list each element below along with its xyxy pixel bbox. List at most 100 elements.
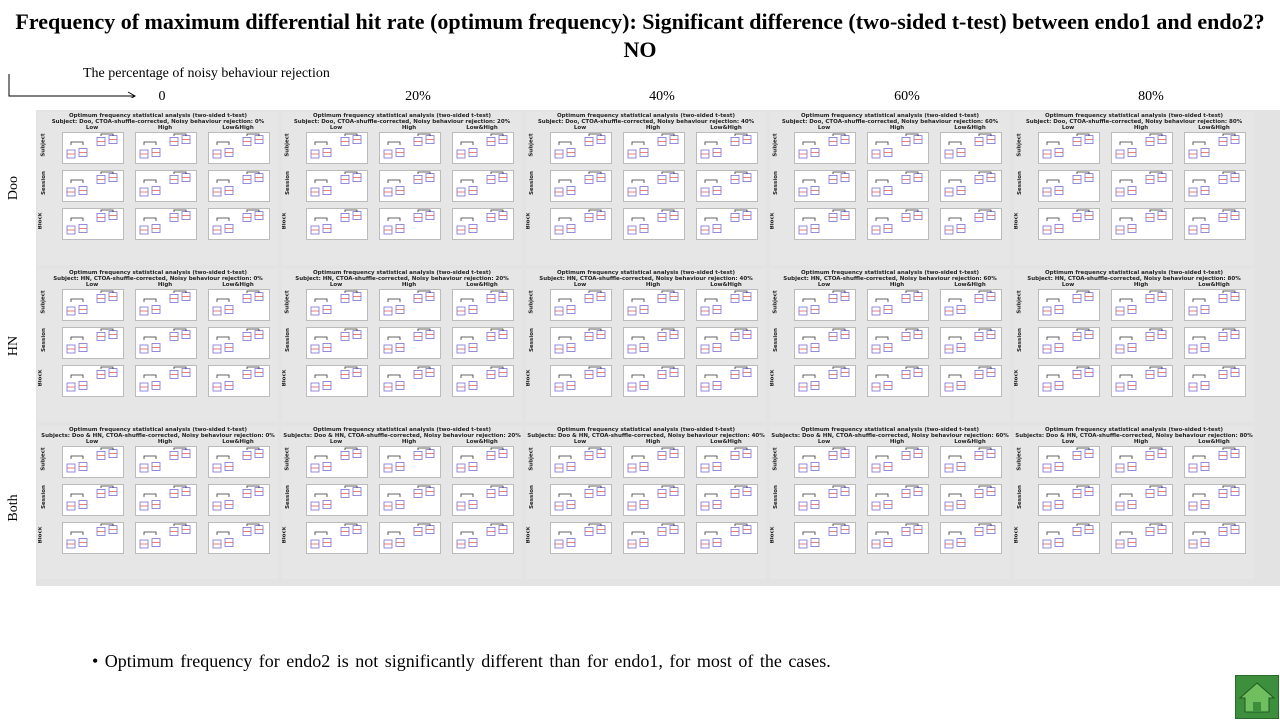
figure-panel: Optimum frequency statistical analysis (… [526, 112, 766, 265]
subplot-column-label: Low&High [1198, 282, 1230, 288]
significance-bracket [832, 447, 846, 450]
subplot [208, 289, 270, 321]
significance-bracket [246, 209, 260, 212]
significance-bracket [661, 485, 675, 488]
panel-title: Optimum frequency statistical analysis (… [68, 113, 247, 119]
significance-bracket [344, 328, 358, 331]
significance-bracket [216, 374, 230, 378]
subplot [1038, 365, 1100, 397]
subplot [1111, 170, 1173, 202]
subplot-column-label: High [1133, 439, 1149, 445]
significance-bracket [905, 171, 919, 174]
significance-bracket [143, 298, 157, 302]
subplot [1038, 446, 1100, 478]
subplot-column-label: Low [85, 282, 99, 288]
significance-bracket [70, 455, 84, 459]
figure-panel: Optimum frequency statistical analysis (… [282, 269, 522, 422]
subplot-column-label: Low [817, 282, 831, 288]
subplot [208, 132, 270, 164]
significance-bracket [875, 336, 889, 340]
panel-subtitle: Subject: Doo, CTOA-shuffle-corrected, No… [51, 119, 265, 125]
significance-bracket [734, 209, 748, 212]
significance-bracket [802, 179, 816, 183]
significance-bracket [1076, 171, 1090, 174]
subplot-column-label: Low&High [1198, 439, 1230, 445]
subplot [867, 208, 929, 240]
significance-bracket [704, 374, 718, 378]
significance-bracket [1149, 523, 1163, 526]
subplot-row-label: Subject [284, 290, 291, 314]
significance-bracket [734, 366, 748, 369]
subplot-row-label: Block [282, 212, 288, 230]
subplot [1184, 446, 1246, 478]
subplot [623, 365, 685, 397]
panel-subtitle: Subject: Doo, CTOA-shuffle-corrected, No… [781, 119, 999, 125]
subplot-row-label: Session [772, 328, 779, 352]
significance-bracket [1076, 447, 1090, 450]
panel-title: Optimum frequency statistical analysis (… [68, 427, 247, 433]
significance-bracket [832, 133, 846, 136]
figure-panel: Optimum frequency statistical analysis (… [38, 112, 278, 265]
bullet-point: • Optimum frequency for endo2 is not sig… [92, 651, 831, 671]
significance-bracket [460, 374, 474, 378]
significance-bracket [704, 217, 718, 221]
significance-bracket [631, 493, 645, 497]
subplot [867, 170, 929, 202]
subplot-column-label: Low [1061, 439, 1075, 445]
subplot [306, 208, 368, 240]
figure-panel: Optimum frequency statistical analysis (… [770, 426, 1010, 579]
panel-subtitle: Subject: Doo, CTOA-shuffle-corrected, No… [537, 119, 755, 125]
significance-bracket [905, 209, 919, 212]
significance-bracket [1222, 171, 1236, 174]
significance-bracket [100, 485, 114, 488]
significance-bracket [314, 493, 328, 497]
subplot [696, 522, 758, 554]
subplot [550, 327, 612, 359]
subplot-column-label: High [889, 125, 905, 131]
subplot [794, 132, 856, 164]
significance-bracket [1046, 374, 1060, 378]
significance-bracket [1222, 209, 1236, 212]
subplot [794, 327, 856, 359]
significance-bracket [216, 455, 230, 459]
panel-subtitle: Subject: HN, CTOA-shuffle-corrected, Noi… [783, 276, 997, 282]
significance-bracket [631, 217, 645, 221]
significance-bracket [246, 133, 260, 136]
subplot-row-label: Session [40, 485, 47, 509]
significance-bracket [1119, 298, 1133, 302]
subplot [379, 208, 441, 240]
home-button[interactable] [1235, 675, 1279, 719]
significance-bracket [631, 298, 645, 302]
significance-bracket [1192, 531, 1206, 535]
column-label-20: 20% [405, 89, 431, 104]
subplot-column-label: Low [85, 439, 99, 445]
column-label-40: 40% [649, 89, 675, 104]
subplot [1184, 522, 1246, 554]
subplot [794, 170, 856, 202]
significance-bracket [978, 523, 992, 526]
significance-bracket [588, 523, 602, 526]
significance-bracket [387, 141, 401, 145]
subplot [452, 446, 514, 478]
significance-bracket [70, 141, 84, 145]
significance-bracket [344, 133, 358, 136]
subplot [1111, 365, 1173, 397]
significance-bracket [173, 209, 187, 212]
significance-bracket [558, 455, 572, 459]
subplot [696, 327, 758, 359]
subplot [62, 365, 124, 397]
significance-bracket [143, 179, 157, 183]
panel-subtitle: Subject: HN, CTOA-shuffle-corrected, Noi… [53, 276, 263, 282]
panel-title: Optimum frequency statistical analysis (… [556, 113, 735, 119]
subplot [696, 132, 758, 164]
significance-bracket [734, 328, 748, 331]
significance-bracket [588, 328, 602, 331]
subplot [306, 522, 368, 554]
subplot-row-label: Session [528, 328, 535, 352]
subplot-row-label: Block [526, 369, 532, 387]
subplot-row-label: Block [526, 212, 532, 230]
panel-title: Optimum frequency statistical analysis (… [800, 270, 979, 276]
subplot-column-label: Low&High [466, 439, 498, 445]
significance-bracket [1076, 366, 1090, 369]
subplot [62, 132, 124, 164]
